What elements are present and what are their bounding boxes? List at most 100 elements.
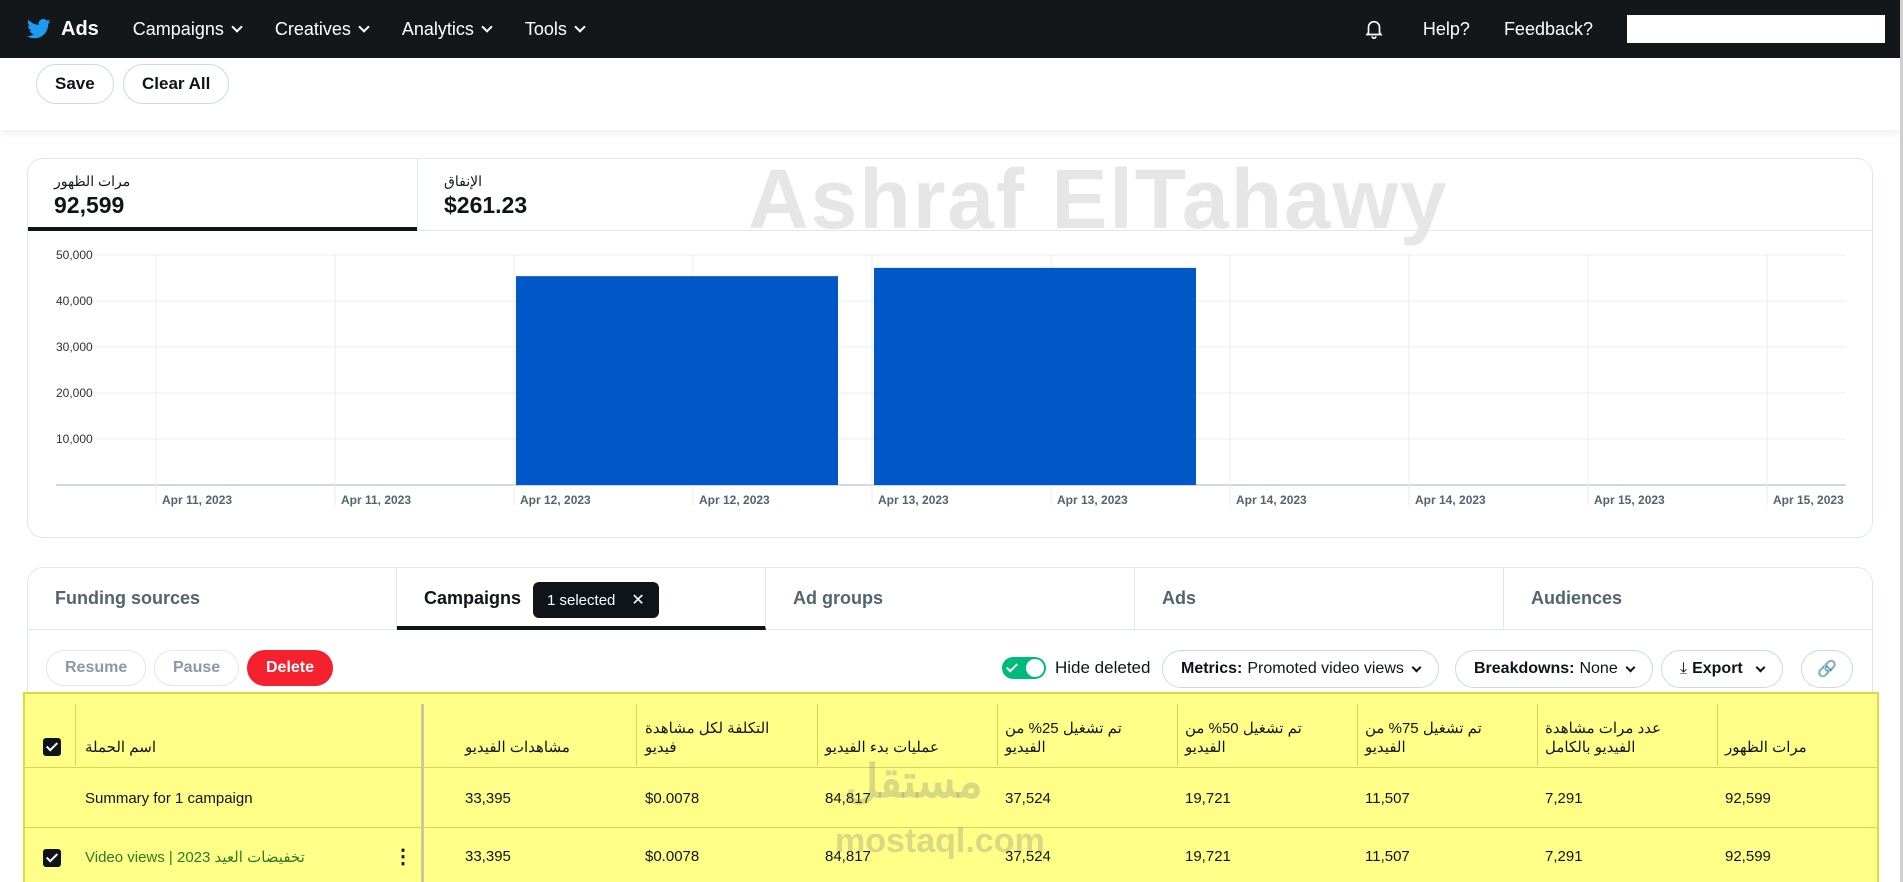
tab-campaigns-label: Campaigns: [424, 588, 522, 608]
overlay-watermark-latin: mostaql.com: [835, 822, 1045, 860]
metrics-label: Metrics:: [1181, 660, 1243, 677]
nav-tools[interactable]: Tools: [524, 18, 586, 40]
header-played-50[interactable]: تم تشغيل 50% من الفيديو: [1185, 720, 1302, 756]
header-cost-per-view[interactable]: التكلفة لكل مشاهدة فيديو: [645, 720, 770, 756]
x-tick-label: Apr 12, 2023: [699, 493, 770, 507]
kpi-spend-label: الإنفاق: [444, 173, 482, 189]
row-checkbox[interactable]: [43, 849, 61, 867]
header-video-views[interactable]: مشاهدات الفيديو: [465, 739, 570, 756]
selected-chip[interactable]: 1 selected ✕: [533, 582, 659, 618]
page-scrollbar[interactable]: [1900, 0, 1903, 882]
row-played-25: 37,524: [1005, 848, 1051, 865]
breakdowns-value: None: [1579, 660, 1618, 677]
chevron-down-icon: [1755, 662, 1766, 672]
tab-ad-groups[interactable]: Ad groups: [766, 568, 1135, 630]
feedback-link[interactable]: Feedback?: [1503, 18, 1593, 39]
filter-toolbar: Save Clear All: [0, 58, 1900, 130]
campaigns-table: اسم الحملة مشاهدات الفيديو التكلفة لكل م…: [23, 692, 1879, 882]
header-completed-views[interactable]: عدد مرات مشاهدة الفيديو بالكامل: [1545, 720, 1662, 756]
nav-analytics-label: Analytics: [401, 18, 474, 39]
close-icon[interactable]: ✕: [631, 592, 645, 609]
y-tick-label: 30,000: [56, 340, 93, 354]
more-options-icon[interactable]: ⋮: [393, 846, 413, 868]
download-icon: ⤓: [1680, 660, 1688, 677]
kpi-impressions-label: مرات الظهور: [54, 173, 131, 189]
watermark-text: Ashraf ElTahawy: [748, 158, 1449, 246]
nav-campaigns[interactable]: Campaigns: [132, 18, 243, 40]
y-tick-label: 20,000: [56, 386, 93, 400]
breakdowns-label: Breakdowns:: [1474, 660, 1575, 677]
x-tick-label: Apr 13, 2023: [878, 493, 949, 507]
tab-audiences[interactable]: Audiences: [1531, 588, 1623, 608]
table-header-row: اسم الحملة مشاهدات الفيديو التكلفة لكل م…: [25, 694, 1877, 768]
row-played-50: 19,721: [1185, 848, 1231, 865]
nav-tools-label: Tools: [524, 18, 567, 39]
kpi-spend-value: $261.23: [444, 192, 528, 218]
nav-creatives[interactable]: Creatives: [274, 18, 370, 40]
chevron-down-icon: [358, 20, 370, 33]
chevron-down-icon: [231, 20, 243, 33]
campaign-name-link[interactable]: Video views | 2023 تخفيضات العيد: [85, 849, 305, 866]
select-all-checkbox[interactable]: [43, 738, 61, 756]
resume-button[interactable]: Resume: [46, 650, 147, 686]
row-completed-views: 7,291: [1545, 848, 1583, 865]
header-video-starts[interactable]: عمليات بدء الفيديو: [825, 739, 939, 756]
entity-tabs: Funding sources Campaigns 1 selected ✕ A…: [28, 568, 1872, 630]
bell-icon[interactable]: [1363, 18, 1385, 40]
header-impressions[interactable]: مرات الظهور: [1725, 739, 1807, 756]
row-impressions: 92,599: [1725, 848, 1771, 865]
x-tick-label: Apr 11, 2023: [341, 493, 411, 507]
table-row[interactable]: Video views | 2023 تخفيضات العيد ⋮ 33,39…: [25, 828, 1877, 882]
chevron-down-icon: [574, 20, 586, 33]
y-tick-label: 50,000: [56, 248, 93, 262]
bar: [516, 276, 838, 485]
kpi-divider: [417, 159, 418, 231]
metrics-dropdown[interactable]: Metrics: Promoted video views: [1162, 650, 1439, 688]
nav-campaigns-label: Campaigns: [132, 18, 224, 39]
hide-deleted-label: Hide deleted: [1055, 658, 1151, 677]
nav-analytics[interactable]: Analytics: [401, 18, 493, 40]
x-tick-label: Apr 11, 2023: [162, 493, 232, 507]
frozen-column-divider: [421, 704, 424, 882]
brand-label: Ads: [61, 17, 99, 40]
kpi-impressions-value: 92,599: [54, 192, 125, 218]
export-dropdown[interactable]: ⤓ Export: [1661, 650, 1783, 688]
entity-table-card: Funding sources Campaigns 1 selected ✕ A…: [23, 567, 1879, 882]
tab-funding-sources[interactable]: Funding sources: [28, 568, 397, 630]
summary-label: Summary for 1 campaign: [85, 790, 253, 807]
copy-link-button[interactable]: 🔗: [1801, 650, 1853, 688]
header-played-75[interactable]: تم تشغيل 75% من الفيديو: [1365, 720, 1482, 756]
column-divider: [997, 704, 998, 766]
tab-campaigns[interactable]: Campaigns 1 selected ✕: [397, 568, 766, 630]
overlay-watermark-arabic: مستقل: [845, 755, 983, 807]
clear-all-button[interactable]: Clear All: [123, 64, 230, 104]
breakdowns-dropdown[interactable]: Breakdowns: None: [1455, 650, 1653, 688]
kpi-impressions[interactable]: مرات الظهور 92,599: [28, 159, 417, 231]
link-icon: 🔗: [1817, 661, 1837, 678]
summary-impressions: 92,599: [1725, 790, 1771, 807]
header-played-25[interactable]: تم تشغيل 25% من الفيديو: [1005, 720, 1122, 756]
column-divider: [1357, 704, 1358, 766]
summary-video-views: 33,395: [465, 790, 511, 807]
delete-button[interactable]: Delete: [247, 650, 334, 686]
x-tick-label: Apr 15, 2023: [1594, 493, 1665, 507]
save-button[interactable]: Save: [36, 64, 114, 104]
account-search-box[interactable]: [1627, 15, 1885, 43]
kpi-spend[interactable]: الإنفاق $261.23: [418, 159, 818, 231]
hide-deleted-toggle[interactable]: [1002, 657, 1046, 679]
pause-button[interactable]: Pause: [154, 650, 240, 686]
table-actions: Resume Pause Delete Hide deleted Metrics…: [28, 630, 1872, 690]
tab-ads[interactable]: Ads: [1135, 568, 1504, 630]
summary-video-starts: 84,817: [825, 790, 871, 807]
y-tick-label: 10,000: [56, 432, 93, 446]
help-link[interactable]: Help?: [1422, 18, 1470, 39]
ads-logo[interactable]: Ads: [27, 18, 99, 41]
nav-creatives-label: Creatives: [274, 18, 351, 39]
row-video-starts: 84,817: [825, 848, 871, 865]
row-played-75: 11,507: [1365, 848, 1410, 865]
row-video-views: 33,395: [465, 848, 511, 865]
summary-played-25: 37,524: [1005, 790, 1051, 807]
column-divider: [636, 704, 637, 766]
x-tick-label: Apr 12, 2023: [520, 493, 591, 507]
header-campaign-name[interactable]: اسم الحملة: [85, 739, 156, 756]
